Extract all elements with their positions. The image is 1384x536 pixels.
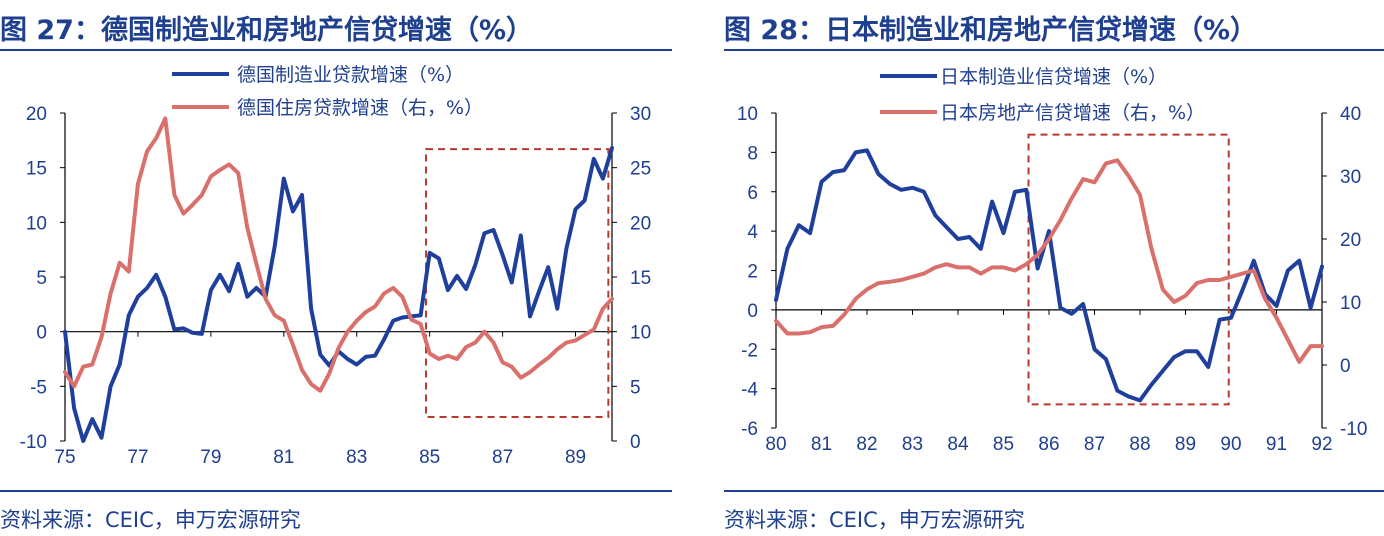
x-tick-label: 90 bbox=[1220, 434, 1241, 455]
left-tick-label: 20 bbox=[26, 104, 47, 125]
right-tick-label: 20 bbox=[630, 213, 651, 234]
right-tick-label: 30 bbox=[1340, 167, 1361, 188]
x-tick-label: 83 bbox=[902, 434, 923, 455]
x-tick-label: 89 bbox=[1175, 434, 1196, 455]
legend-label-1: 德国制造业贷款增速（%） bbox=[237, 64, 464, 86]
x-tick-label: 85 bbox=[419, 447, 440, 468]
right-tick-label: 10 bbox=[1340, 293, 1361, 314]
left-tick-label: -2 bbox=[741, 340, 758, 361]
right-tick-label: 30 bbox=[630, 104, 651, 125]
left-tick-label: 10 bbox=[737, 104, 758, 125]
left-tick-label: -10 bbox=[20, 432, 47, 453]
legend-label-1: 日本制造业信贷增速（%） bbox=[940, 66, 1167, 88]
x-tick-label: 82 bbox=[856, 434, 877, 455]
x-tick-label: 85 bbox=[993, 434, 1014, 455]
source-note: 资料来源：CEIC，申万宏源研究 bbox=[724, 508, 1025, 532]
left-tick-label: 8 bbox=[747, 143, 758, 164]
x-tick-label: 92 bbox=[1311, 434, 1332, 455]
highlight-box bbox=[425, 148, 610, 418]
x-tick-label: 87 bbox=[492, 447, 513, 468]
right-tick-label: 0 bbox=[630, 432, 641, 453]
x-tick-label: 88 bbox=[1129, 434, 1150, 455]
series-line-1 bbox=[774, 148, 1324, 403]
x-tick-label: 83 bbox=[346, 447, 367, 468]
right-tick-label: 5 bbox=[630, 377, 641, 398]
x-tick-label: 84 bbox=[947, 434, 969, 455]
title-rule bbox=[0, 49, 672, 51]
x-tick-label: 89 bbox=[565, 447, 586, 468]
legend-label-2: 德国住房贷款增速（右，%） bbox=[237, 97, 483, 119]
highlight-box bbox=[1027, 133, 1230, 406]
left-tick-label: 2 bbox=[747, 262, 758, 283]
right-tick-label: -10 bbox=[1340, 419, 1367, 440]
right-tick-label: 0 bbox=[1340, 356, 1351, 377]
left-tick-label: -5 bbox=[30, 377, 47, 398]
chart-panel-japan: 图 28：日本制造业和房地产信贷增速（%） 10 8 6 4 2 0 -2 -4 -6 40 30 2… bbox=[724, 0, 1384, 536]
x-tick-label: 86 bbox=[1038, 434, 1059, 455]
left-tick-label: 0 bbox=[36, 323, 47, 344]
right-tick-label: 40 bbox=[1340, 104, 1361, 125]
chart-title: 图 27：德国制造业和房地产信贷增速（%） bbox=[0, 15, 534, 46]
left-tick-label: 4 bbox=[747, 222, 758, 243]
series-line-2 bbox=[63, 116, 614, 393]
source-rule bbox=[0, 490, 672, 492]
left-tick-label: 10 bbox=[26, 213, 47, 234]
left-tick-label: -4 bbox=[741, 380, 758, 401]
left-tick-label: 6 bbox=[747, 183, 758, 204]
left-tick-label: 15 bbox=[26, 159, 47, 180]
x-tick-label: 91 bbox=[1266, 434, 1287, 455]
right-tick-label: 20 bbox=[1340, 230, 1361, 251]
chart-canvas: 20 15 10 5 0 -5 -10 30 25 20 15 10 5 0 75 77 79 81 83 85 87 8… bbox=[20, 64, 652, 468]
title-rule bbox=[724, 49, 1384, 51]
x-tick-label: 81 bbox=[811, 434, 832, 455]
x-tick-label: 75 bbox=[54, 447, 75, 468]
x-tick-label: 81 bbox=[273, 447, 294, 468]
x-tick-label: 87 bbox=[1084, 434, 1105, 455]
source-note: 资料来源：CEIC，申万宏源研究 bbox=[0, 508, 301, 532]
legend-label-2: 日本房地产信贷增速（右，%） bbox=[940, 102, 1205, 124]
left-tick-label: -6 bbox=[741, 419, 758, 440]
source-rule bbox=[724, 490, 1384, 492]
right-tick-label: 25 bbox=[630, 159, 651, 180]
x-tick-label: 77 bbox=[127, 447, 148, 468]
x-tick-label: 79 bbox=[200, 447, 221, 468]
right-tick-label: 10 bbox=[630, 323, 651, 344]
series-line-2 bbox=[774, 158, 1324, 364]
right-tick-label: 15 bbox=[630, 268, 651, 289]
chart-title: 图 28：日本制造业和房地产信贷增速（%） bbox=[724, 15, 1258, 46]
left-tick-label: 0 bbox=[747, 301, 758, 322]
x-tick-label: 80 bbox=[765, 434, 786, 455]
chart-panel-germany: 图 27：德国制造业和房地产信贷增速（%） 20 15 10 5 0 -5 -10 30 25 2… bbox=[0, 0, 672, 536]
left-tick-label: 5 bbox=[36, 268, 47, 289]
series-line-1 bbox=[63, 146, 614, 443]
